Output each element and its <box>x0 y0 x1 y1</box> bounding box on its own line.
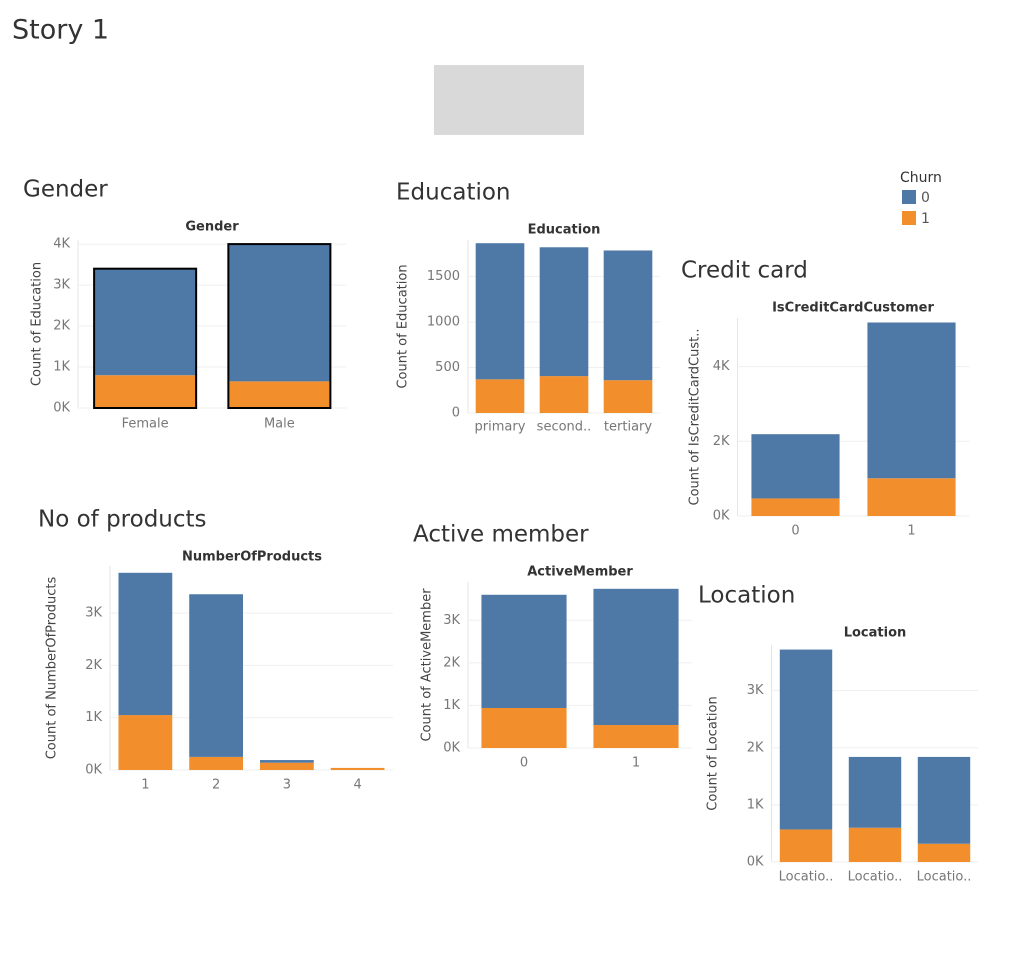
x-tick-label: primary <box>475 420 526 435</box>
x-tick-label: Locatio.. <box>779 870 834 885</box>
chart-title: Education <box>528 223 601 238</box>
bar-segment <box>867 322 956 479</box>
chart-title: Gender <box>185 220 239 235</box>
chart-heading: Location <box>698 583 795 609</box>
y-axis-label: Count of Education <box>396 264 411 388</box>
y-axis-label: Count of Location <box>706 696 721 810</box>
y-tick-label: 1K <box>53 360 70 375</box>
bar-segment <box>189 756 244 770</box>
bar-segment <box>779 829 833 862</box>
bar-segment <box>189 594 244 757</box>
y-tick-label: 1000 <box>427 314 460 329</box>
legend-label: 0 <box>921 190 930 206</box>
x-tick-label: 1 <box>632 756 640 771</box>
chart-title: Location <box>844 626 907 641</box>
bar-segment <box>917 843 971 862</box>
y-tick-label: 2K <box>85 658 102 673</box>
y-axis-label: Count of IsCreditCardCust.. <box>688 329 703 506</box>
y-axis-label: Count of Education <box>30 262 45 386</box>
y-tick-label: 1K <box>747 797 764 812</box>
bar-segment <box>593 725 679 748</box>
bar-segment <box>539 376 589 413</box>
bar-segment <box>779 649 833 830</box>
y-tick-label: 4K <box>713 359 730 374</box>
bar-segment <box>848 756 902 828</box>
bar-segment <box>475 379 525 413</box>
legend-label: 1 <box>921 211 930 227</box>
bar-segment <box>94 375 197 408</box>
bar-segment <box>917 756 971 844</box>
bar-segment <box>481 594 567 708</box>
bar-segment <box>118 715 173 770</box>
bar-segment <box>259 760 314 763</box>
x-tick-label: 1 <box>141 778 149 793</box>
selection-outline <box>227 243 332 409</box>
y-tick-label: 0K <box>747 855 764 870</box>
selection-outline <box>93 267 198 409</box>
bar-segment <box>867 478 956 516</box>
y-tick-label: 0K <box>85 763 102 778</box>
y-tick-label: 4K <box>53 237 70 252</box>
y-tick-label: 500 <box>435 360 460 375</box>
legend-swatch <box>902 211 916 225</box>
bar-segment <box>228 381 331 408</box>
x-tick-label: Male <box>264 417 295 432</box>
bar-segment <box>603 380 653 413</box>
bar-segment <box>475 243 525 380</box>
bar-segment <box>539 247 589 377</box>
x-tick-label: Locatio.. <box>848 870 903 885</box>
y-tick-label: 0K <box>713 509 730 524</box>
y-tick-label: 1K <box>443 698 460 713</box>
y-tick-label: 3K <box>747 683 764 698</box>
bar-segment <box>751 434 840 499</box>
bar-segment <box>848 827 902 862</box>
y-tick-label: 0 <box>452 406 460 421</box>
chart-heading: Credit card <box>681 258 808 284</box>
y-axis-label: Count of ActiveMember <box>420 588 435 742</box>
x-tick-label: 3 <box>283 778 291 793</box>
x-tick-label: Locatio.. <box>917 870 972 885</box>
chart-heading: No of products <box>38 507 207 533</box>
y-tick-label: 2K <box>747 740 764 755</box>
x-tick-label: second.. <box>537 420 592 435</box>
y-tick-label: 2K <box>53 319 70 334</box>
chart-heading: Education <box>396 180 511 206</box>
bar-segment <box>751 498 840 516</box>
chart-heading: Active member <box>413 522 589 548</box>
y-tick-label: 2K <box>443 655 460 670</box>
x-tick-label: 1 <box>907 524 915 539</box>
placeholder-box <box>434 65 584 135</box>
y-tick-label: 3K <box>443 613 460 628</box>
x-tick-label: tertiary <box>604 420 652 435</box>
y-tick-label: 0K <box>443 741 460 756</box>
x-tick-label: Female <box>122 417 169 432</box>
bar-segment <box>118 572 173 716</box>
x-tick-label: 2 <box>212 778 220 793</box>
x-tick-label: 0 <box>791 524 799 539</box>
x-tick-label: 4 <box>353 778 361 793</box>
chart-title: IsCreditCardCustomer <box>772 301 934 316</box>
chart-title: ActiveMember <box>527 565 633 580</box>
legend-swatch <box>902 190 916 204</box>
story-title: Story 1 <box>12 15 109 46</box>
bar-segment <box>593 588 679 726</box>
bar-segment <box>603 250 653 381</box>
chart-heading: Gender <box>23 177 108 203</box>
y-tick-label: 0K <box>53 401 70 416</box>
bar-segment <box>94 268 197 376</box>
chart-title: NumberOfProducts <box>182 550 322 565</box>
bar-segment <box>228 244 331 382</box>
bar-segment <box>481 707 567 748</box>
y-tick-label: 3K <box>53 278 70 293</box>
bar-segment <box>330 767 385 770</box>
y-tick-label: 1K <box>85 710 102 725</box>
bar-segment <box>259 762 314 770</box>
y-tick-label: 2K <box>713 434 730 449</box>
x-tick-label: 0 <box>520 756 528 771</box>
y-axis-label: Count of NumberOfProducts <box>45 576 60 759</box>
y-tick-label: 3K <box>85 606 102 621</box>
legend-title: Churn <box>900 170 942 186</box>
y-tick-label: 1500 <box>427 269 460 284</box>
